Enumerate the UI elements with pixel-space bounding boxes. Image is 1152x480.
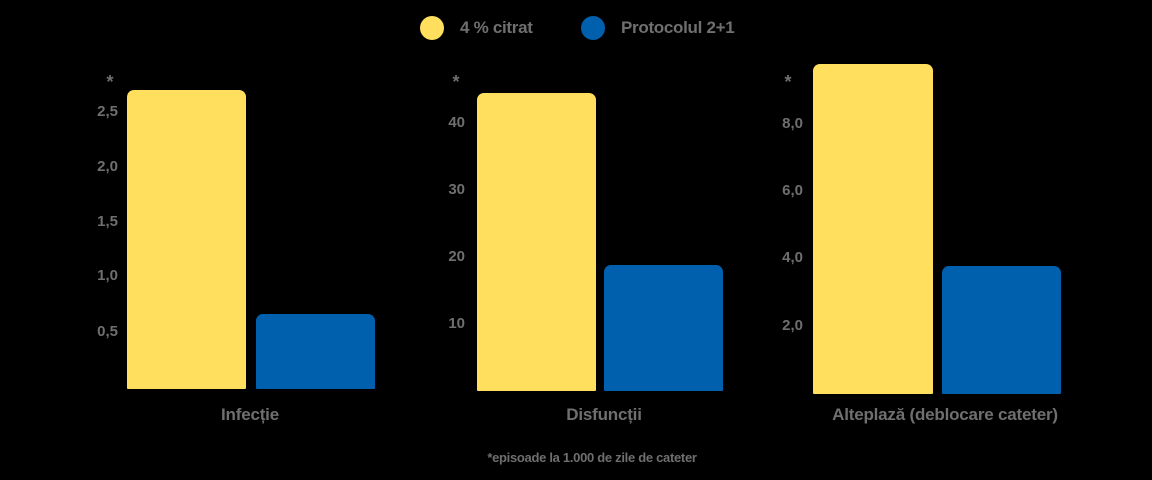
bar-protocol-disfunctii [604, 265, 723, 391]
y-tick-label: 1,5 [97, 213, 118, 230]
category-label: Infecție [221, 405, 279, 424]
bar-protocol-alteplaza [942, 266, 1061, 394]
y-tick-label: 0,5 [97, 323, 118, 340]
y-tick-label: 4,0 [782, 249, 803, 266]
category-label: Alteplază (deblocare cateter) [832, 405, 1058, 424]
bar-citrat-infectie [127, 90, 246, 389]
bar-citrat-alteplaza [813, 64, 933, 394]
legend-swatch-yellow-icon [420, 16, 444, 40]
category-label: Disfuncții [566, 405, 642, 424]
legend-label: 4 % citrat [460, 18, 533, 37]
bar-protocol-infectie [256, 314, 375, 389]
legend-item-protocol: Protocolul 2+1 [581, 13, 735, 43]
y-tick-label: 2,0 [782, 317, 803, 334]
y-tick-label: 8,0 [782, 115, 803, 132]
legend-item-citrat: 4 % citrat [420, 13, 533, 43]
y-tick-label: 30 [448, 181, 465, 198]
y-tick-label: 2,0 [97, 158, 118, 175]
y-tick-label: 20 [448, 248, 465, 265]
bar-citrat-disfunctii [477, 93, 596, 391]
footnote: *episoade la 1.000 de zile de cateter [487, 450, 697, 465]
y-tick-label: 1,0 [97, 267, 118, 284]
y-tick-label: 2,5 [97, 103, 118, 120]
legend-label: Protocolul 2+1 [621, 18, 735, 37]
legend-swatch-blue-icon [581, 16, 605, 40]
y-axis-unit-marker: * [452, 72, 460, 92]
y-tick-label: 40 [448, 114, 465, 131]
y-tick-label: 6,0 [782, 182, 803, 199]
y-axis-unit-marker: * [106, 72, 114, 92]
y-tick-label: 10 [448, 315, 465, 332]
chart-legend: 4 % citrat Protocolul 2+1 [0, 13, 1152, 43]
y-axis-unit-marker: * [784, 72, 792, 92]
